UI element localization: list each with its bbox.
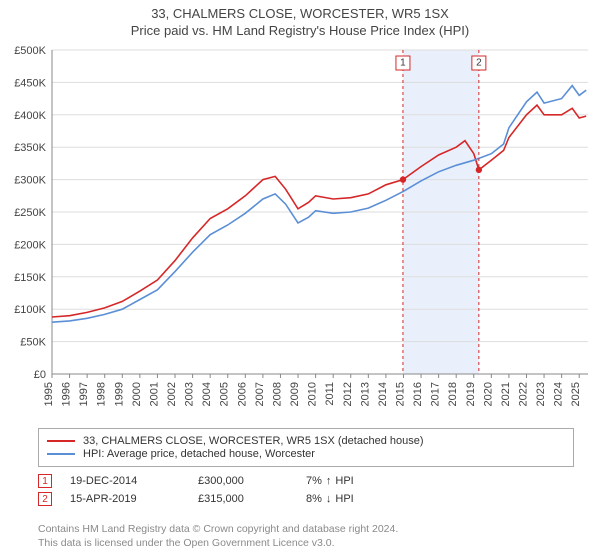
chart-legend: 33, CHALMERS CLOSE, WORCESTER, WR5 1SX (…	[38, 428, 574, 467]
sale-event-row: 2 15-APR-2019 £315,000 8% ↓ HPI	[38, 492, 574, 506]
line-chart-svg: £0 £50K £100K £150K £200K £250K £300K £350K £400…	[0, 44, 600, 424]
svg-text:2018: 2018	[447, 382, 459, 406]
event-delta: 7% ↑ HPI	[306, 475, 354, 487]
event-delta-pct: 8%	[306, 493, 322, 505]
svg-text:2015: 2015	[394, 382, 406, 406]
event-marker-number: 2	[42, 494, 48, 505]
svg-text:2013: 2013	[359, 382, 371, 406]
svg-text:2011: 2011	[324, 382, 336, 406]
svg-text:2010: 2010	[307, 382, 319, 406]
arrow-up-icon: ↑	[326, 475, 332, 487]
event-marker-box: 2	[38, 492, 52, 506]
event-marker-box: 1	[38, 474, 52, 488]
svg-text:2009: 2009	[289, 382, 301, 406]
legend-label: HPI: Average price, detached house, Worc…	[83, 448, 315, 460]
svg-text:2020: 2020	[482, 382, 494, 406]
chart-plot-area: £0 £50K £100K £150K £200K £250K £300K £350K £400…	[0, 44, 600, 424]
chart-titles: 33, CHALMERS CLOSE, WORCESTER, WR5 1SX P…	[0, 0, 600, 38]
chart-title-subtitle: Price paid vs. HM Land Registry's House …	[0, 23, 600, 38]
event-price: £300,000	[198, 475, 288, 487]
svg-text:£200K: £200K	[14, 239, 46, 251]
svg-text:£500K: £500K	[14, 45, 46, 57]
chart-title-address: 33, CHALMERS CLOSE, WORCESTER, WR5 1SX	[0, 6, 600, 21]
svg-text:2017: 2017	[430, 382, 442, 406]
svg-text:2022: 2022	[517, 382, 529, 406]
svg-text:2003: 2003	[184, 382, 196, 406]
svg-text:£350K: £350K	[14, 142, 46, 154]
svg-text:2001: 2001	[148, 382, 160, 406]
svg-text:1998: 1998	[96, 382, 108, 406]
event-marker-number: 1	[42, 476, 48, 487]
svg-text:2006: 2006	[236, 382, 248, 406]
svg-text:£0: £0	[34, 369, 46, 381]
svg-text:2007: 2007	[254, 382, 266, 406]
legend-item: HPI: Average price, detached house, Worc…	[47, 448, 565, 460]
arrow-down-icon: ↓	[326, 493, 332, 505]
event-delta-suffix: HPI	[335, 493, 353, 505]
svg-text:2016: 2016	[412, 382, 424, 406]
svg-text:1997: 1997	[78, 382, 90, 406]
legend-swatch	[47, 440, 75, 442]
svg-text:2000: 2000	[131, 382, 143, 406]
svg-text:1995: 1995	[43, 382, 55, 406]
svg-text:2019: 2019	[465, 382, 477, 406]
event-delta: 8% ↓ HPI	[306, 493, 354, 505]
chart-container: { "titles": { "line1": "33, CHALMERS CLO…	[0, 0, 600, 560]
svg-text:2014: 2014	[377, 382, 389, 406]
svg-text:£450K: £450K	[14, 77, 46, 89]
svg-text:1999: 1999	[113, 382, 125, 406]
event-delta-pct: 7%	[306, 475, 322, 487]
svg-text:2023: 2023	[535, 382, 547, 406]
svg-text:2005: 2005	[219, 382, 231, 406]
svg-text:£300K: £300K	[14, 175, 46, 187]
svg-text:£250K: £250K	[14, 207, 46, 219]
event-price: £315,000	[198, 493, 288, 505]
legend-label: 33, CHALMERS CLOSE, WORCESTER, WR5 1SX (…	[83, 435, 424, 447]
svg-text:2024: 2024	[553, 382, 565, 406]
svg-text:£150K: £150K	[14, 272, 46, 284]
event-delta-suffix: HPI	[335, 475, 353, 487]
svg-text:£100K: £100K	[14, 304, 46, 316]
attribution-line: This data is licensed under the Open Gov…	[38, 536, 574, 550]
event-date: 15-APR-2019	[70, 493, 180, 505]
chart-attribution: Contains HM Land Registry data © Crown c…	[38, 522, 574, 550]
svg-text:2012: 2012	[342, 382, 354, 406]
svg-text:2004: 2004	[201, 382, 213, 406]
svg-text:2008: 2008	[271, 382, 283, 406]
sale-events-table: 1 19-DEC-2014 £300,000 7% ↑ HPI 2 15-APR…	[38, 470, 574, 510]
legend-swatch	[47, 453, 75, 455]
legend-item: 33, CHALMERS CLOSE, WORCESTER, WR5 1SX (…	[47, 435, 565, 447]
attribution-line: Contains HM Land Registry data © Crown c…	[38, 522, 574, 536]
svg-text:1996: 1996	[61, 382, 73, 406]
svg-text:2: 2	[476, 58, 482, 69]
sale-event-row: 1 19-DEC-2014 £300,000 7% ↑ HPI	[38, 474, 574, 488]
svg-text:£50K: £50K	[20, 337, 46, 349]
svg-text:2002: 2002	[166, 382, 178, 406]
svg-text:£400K: £400K	[14, 110, 46, 122]
svg-text:2021: 2021	[500, 382, 512, 406]
svg-text:1: 1	[400, 58, 406, 69]
event-date: 19-DEC-2014	[70, 475, 180, 487]
svg-text:2025: 2025	[570, 382, 582, 406]
